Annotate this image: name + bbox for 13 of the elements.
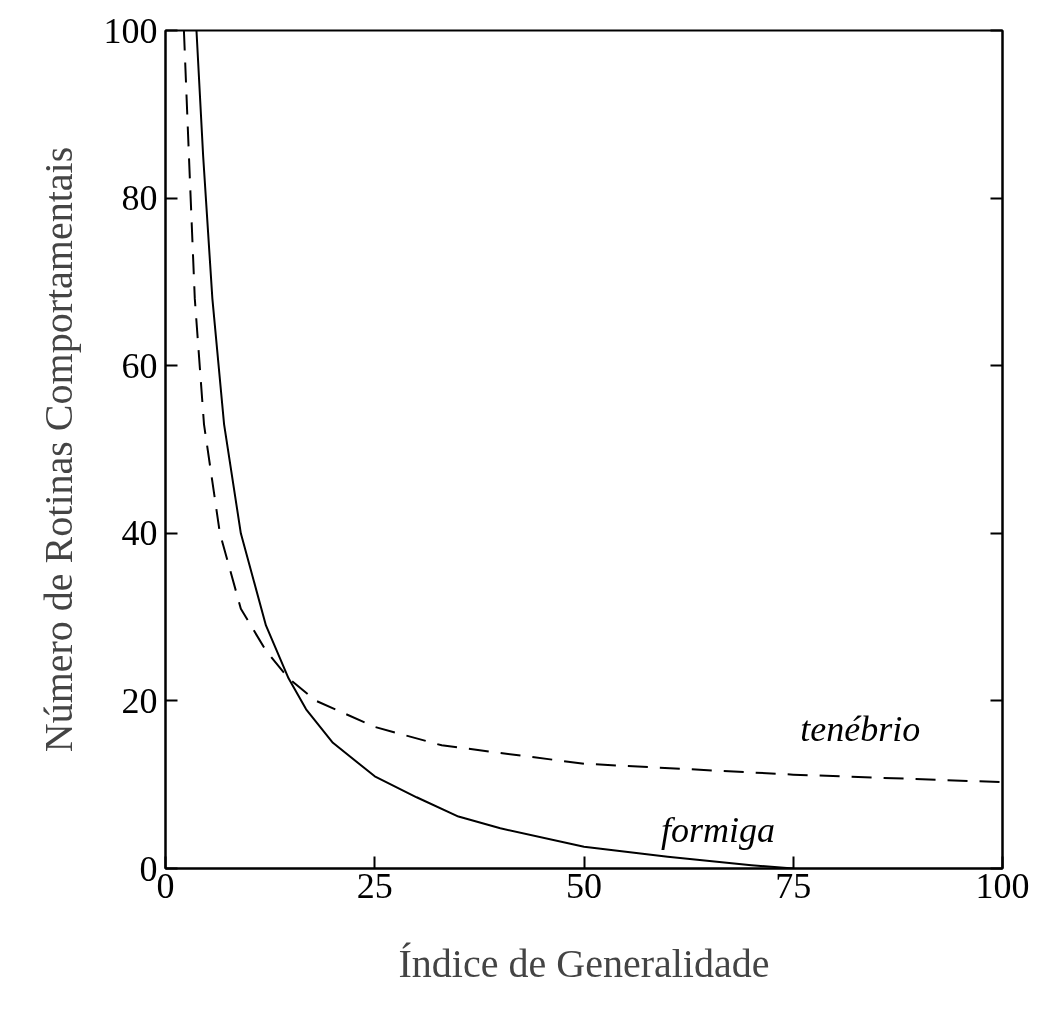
x-tick-label: 50 — [566, 865, 602, 906]
x-tick-label: 100 — [975, 865, 1030, 906]
y-tick-label: 40 — [121, 513, 158, 554]
x-axis-title: Índice de Generalidade — [398, 940, 770, 986]
series-label: tenébrio — [800, 709, 921, 750]
y-tick-label: 80 — [121, 178, 158, 219]
x-tick-label: 25 — [356, 865, 393, 906]
y-axis-title: Número de Rotinas Comportamentais — [35, 146, 81, 753]
y-tick-label: 60 — [121, 345, 158, 386]
x-tick-label: 75 — [775, 865, 812, 906]
series-label: formiga — [660, 809, 775, 850]
y-tick-label: 20 — [121, 680, 158, 721]
y-tick-label: 100 — [103, 10, 158, 51]
